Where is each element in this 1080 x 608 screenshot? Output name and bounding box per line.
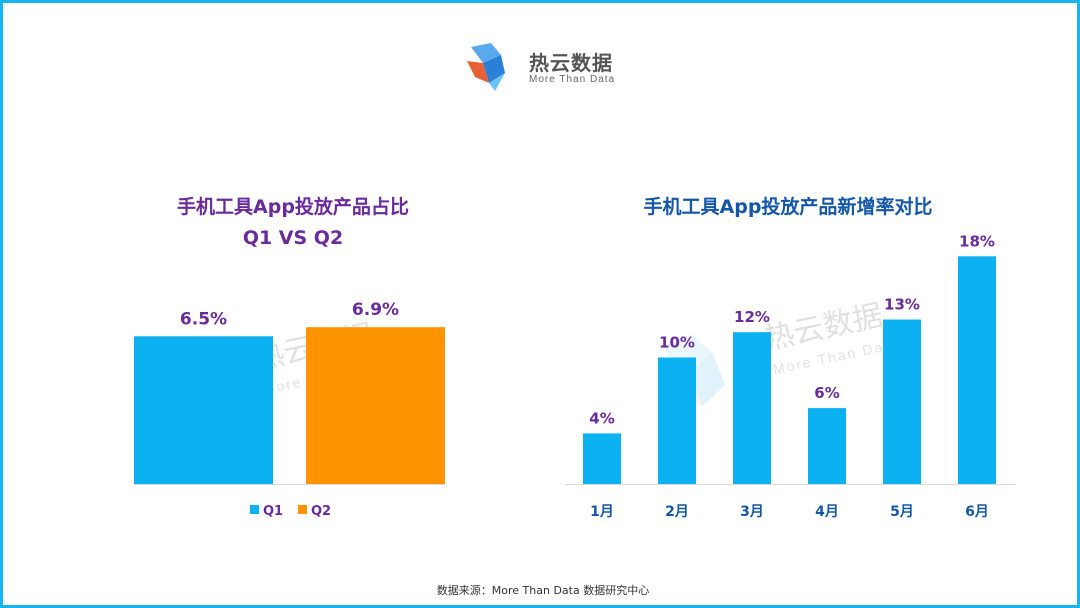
month-bar-label-2: 10% <box>659 334 695 352</box>
right-chart: 4% 1月 10% 2月 12% 3月 6% 4月 13% 5月 18% 6月 <box>565 232 1015 520</box>
left-bar-label-q1: 6.5% <box>180 309 227 329</box>
month-bar-1 <box>583 433 621 484</box>
left-bar-q1 <box>134 336 273 484</box>
month-bar-label-3: 12% <box>734 308 770 326</box>
right-chart-title: 手机工具App投放产品新增率对比 <box>643 196 933 218</box>
left-chart-subtitle: Q1 VS Q2 <box>242 227 344 249</box>
logo-name: 热云数据 <box>529 51 613 75</box>
month-bar-4 <box>808 408 846 484</box>
logo-tagline: More Than Data <box>529 74 616 85</box>
month-bar-label-5: 13% <box>884 296 920 314</box>
left-bar-q2 <box>306 327 445 484</box>
month-tick-label-3: 3月 <box>740 504 764 520</box>
legend-label-q2: Q2 <box>311 504 331 519</box>
legend-swatch-q2 <box>298 505 307 514</box>
left-chart: 6.5% 6.9% Q1 Q2 <box>134 300 445 519</box>
month-bar-label-4: 6% <box>814 384 839 402</box>
charts-canvas: 热云数据 More Than Data 热云数据 More Than Data … <box>134 232 1015 520</box>
month-bar-2 <box>658 357 696 484</box>
left-bar-label-q2: 6.9% <box>352 300 399 320</box>
month-tick-label-2: 2月 <box>665 504 689 520</box>
month-bar-label-6: 18% <box>959 232 995 250</box>
month-bar-3 <box>733 332 771 484</box>
legend-swatch-q1 <box>250 505 259 514</box>
month-tick-label-6: 6月 <box>965 504 989 520</box>
month-bar-label-1: 4% <box>589 409 614 427</box>
legend-label-q1: Q1 <box>263 504 283 519</box>
month-tick-label-5: 5月 <box>890 504 914 520</box>
month-bar-5 <box>883 319 921 484</box>
left-chart-title: 手机工具App投放产品占比 <box>177 196 409 218</box>
month-bar-6 <box>958 256 996 484</box>
logo-icon <box>467 43 505 91</box>
month-tick-label-4: 4月 <box>815 504 839 520</box>
month-tick-label-1: 1月 <box>590 504 614 520</box>
source-note: 数据来源：More Than Data 数据研究中心 <box>436 584 650 597</box>
